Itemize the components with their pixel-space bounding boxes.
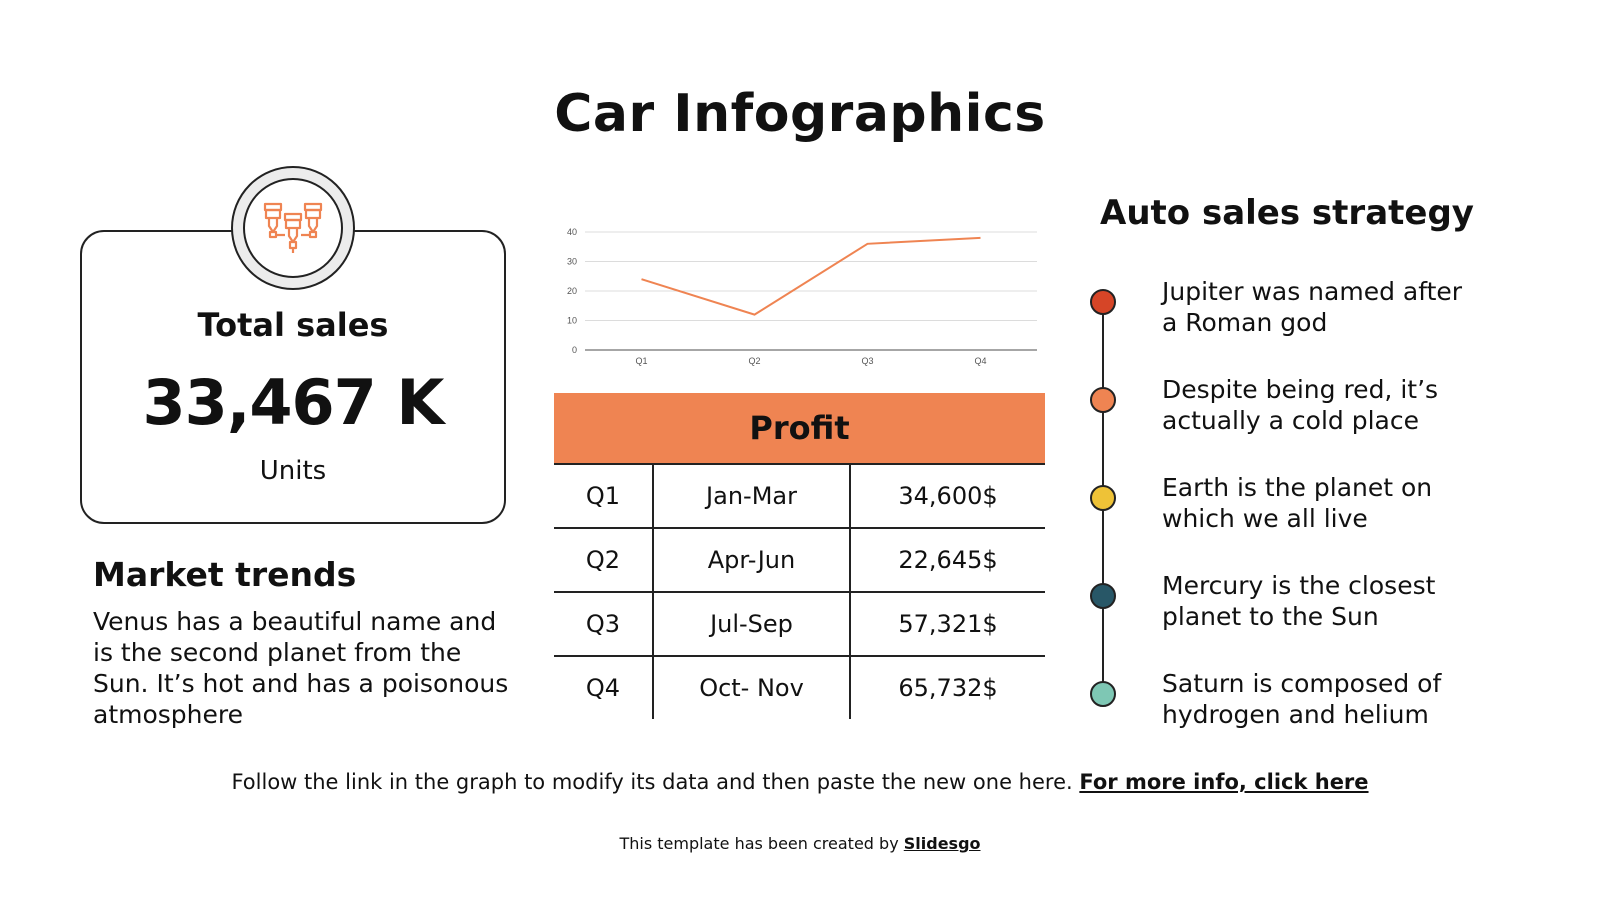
months-cell: Jan-Mar: [654, 465, 851, 527]
strategy-title: Auto sales strategy: [1100, 193, 1474, 233]
months-cell: Apr-Jun: [654, 529, 851, 591]
timeline-dot-2: [1090, 387, 1116, 413]
engine-pistons-icon: [263, 202, 323, 253]
svg-text:Q2: Q2: [748, 356, 760, 366]
total-sales-value: 33,467 K: [142, 366, 445, 439]
amount-cell: 22,645$: [898, 546, 998, 574]
quarter-cell: Q1: [554, 465, 654, 527]
footer-note-text: Follow the link in the graph to modify i…: [231, 770, 1073, 794]
slidesgo-link[interactable]: Slidesgo: [903, 834, 981, 853]
strategy-item-3: Earth is the planet on which we all live: [1162, 473, 1433, 533]
credit-text: This template has been created by: [619, 834, 899, 853]
page-title: Car Infographics: [554, 84, 1046, 144]
timeline-dot-1: [1090, 289, 1116, 315]
timeline-dot-5: [1090, 681, 1116, 707]
months-cell: Jul-Sep: [654, 593, 851, 655]
quarter-cell: Q3: [554, 593, 654, 655]
svg-text:40: 40: [567, 227, 577, 237]
profit-table-header: Profit: [554, 393, 1045, 465]
table-row: Q3 Jul-Sep 57,321$: [554, 593, 1045, 657]
more-info-link[interactable]: For more info, click here: [1079, 770, 1369, 794]
total-sales-label: Total sales: [197, 306, 389, 344]
amount-cell: 34,600$: [898, 482, 998, 510]
svg-text:20: 20: [567, 286, 577, 296]
table-row: Q2 Apr-Jun 22,645$: [554, 529, 1045, 593]
timeline-dot-4: [1090, 583, 1116, 609]
amount-cell: 57,321$: [898, 610, 998, 638]
quarter-cell: Q2: [554, 529, 654, 591]
icon-badge: [231, 166, 355, 290]
svg-text:10: 10: [567, 316, 577, 326]
svg-text:Q3: Q3: [861, 356, 873, 366]
svg-text:0: 0: [572, 345, 577, 355]
table-row: Q4 Oct- Nov 65,732$: [554, 657, 1045, 719]
market-trends-body: Venus has a beautiful name and is the se…: [93, 607, 509, 729]
strategy-item-4: Mercury is the closest planet to the Sun: [1162, 571, 1436, 631]
svg-text:30: 30: [567, 257, 577, 267]
line-chart[interactable]: 0 10 20 30 40 Q1 Q2 Q3 Q4: [555, 220, 1045, 380]
footer-note: Follow the link in the graph to modify i…: [0, 770, 1600, 794]
svg-text:Q1: Q1: [635, 356, 647, 366]
market-trends-title: Market trends: [93, 555, 357, 594]
months-cell: Oct- Nov: [654, 657, 851, 719]
quarter-cell: Q4: [554, 657, 654, 719]
strategy-item-2: Despite being red, it’s actually a cold …: [1162, 375, 1439, 435]
strategy-item-5: Saturn is composed of hydrogen and heliu…: [1162, 669, 1442, 729]
amount-cell: 65,732$: [898, 674, 998, 702]
total-sales-unit: Units: [259, 456, 327, 486]
strategy-item-1: Jupiter was named after a Roman god: [1162, 277, 1463, 337]
table-row: Q1 Jan-Mar 34,600$: [554, 465, 1045, 529]
credit-line: This template has been created by Slides…: [0, 834, 1600, 853]
timeline-dot-3: [1090, 485, 1116, 511]
svg-text:Q4: Q4: [974, 356, 986, 366]
profit-table: Profit Q1 Jan-Mar 34,600$ Q2 Apr-Jun 22,…: [554, 393, 1045, 719]
